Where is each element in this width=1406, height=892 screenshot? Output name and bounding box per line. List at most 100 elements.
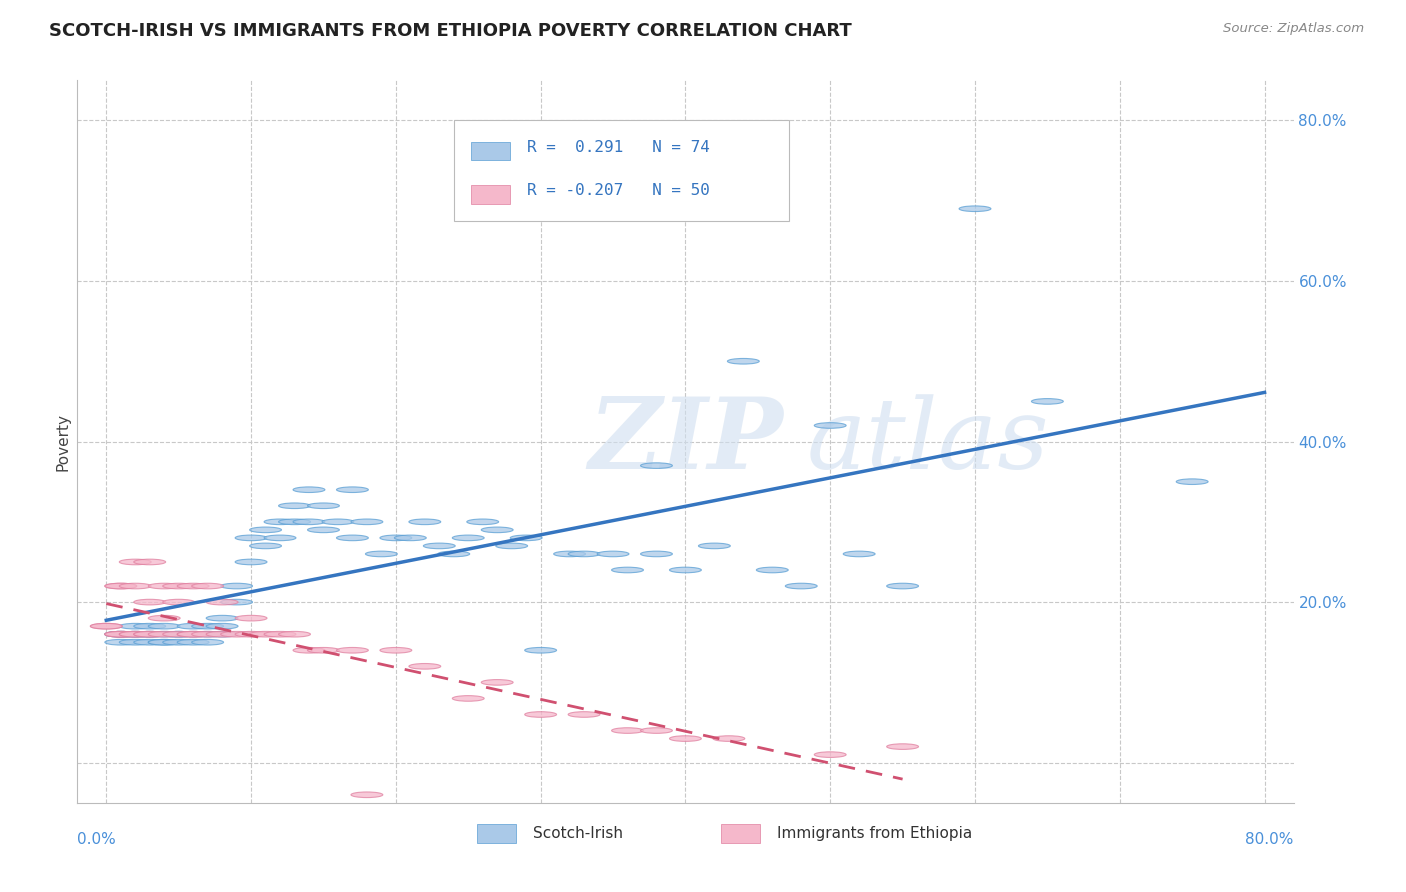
- Text: R = -0.207   N = 50: R = -0.207 N = 50: [527, 184, 710, 198]
- Ellipse shape: [278, 503, 311, 508]
- Ellipse shape: [191, 632, 224, 637]
- Ellipse shape: [134, 632, 166, 637]
- Ellipse shape: [177, 583, 209, 589]
- Y-axis label: Poverty: Poverty: [55, 412, 70, 471]
- Ellipse shape: [207, 599, 238, 605]
- Ellipse shape: [1032, 399, 1063, 404]
- Ellipse shape: [292, 519, 325, 524]
- Ellipse shape: [380, 535, 412, 541]
- Ellipse shape: [148, 640, 180, 645]
- Ellipse shape: [612, 728, 644, 733]
- Ellipse shape: [134, 632, 166, 637]
- Ellipse shape: [148, 640, 180, 645]
- Ellipse shape: [264, 632, 295, 637]
- Ellipse shape: [756, 567, 789, 573]
- Ellipse shape: [191, 583, 224, 589]
- FancyBboxPatch shape: [471, 142, 510, 161]
- Ellipse shape: [453, 696, 484, 701]
- Ellipse shape: [105, 632, 136, 637]
- Ellipse shape: [177, 632, 209, 637]
- Ellipse shape: [191, 640, 224, 645]
- Ellipse shape: [395, 535, 426, 541]
- Ellipse shape: [409, 519, 440, 524]
- Ellipse shape: [887, 744, 918, 749]
- Ellipse shape: [844, 551, 875, 557]
- Ellipse shape: [814, 752, 846, 757]
- Ellipse shape: [352, 792, 382, 797]
- Ellipse shape: [496, 543, 527, 549]
- Ellipse shape: [669, 567, 702, 573]
- Text: atlas: atlas: [807, 394, 1050, 489]
- Ellipse shape: [264, 535, 295, 541]
- Ellipse shape: [423, 543, 456, 549]
- Ellipse shape: [568, 551, 600, 557]
- Ellipse shape: [481, 527, 513, 533]
- Ellipse shape: [250, 632, 281, 637]
- Text: Source: ZipAtlas.com: Source: ZipAtlas.com: [1223, 22, 1364, 36]
- Ellipse shape: [713, 736, 745, 741]
- Ellipse shape: [887, 583, 918, 589]
- Ellipse shape: [148, 583, 180, 589]
- Ellipse shape: [366, 551, 398, 557]
- Ellipse shape: [453, 535, 484, 541]
- Ellipse shape: [105, 632, 136, 637]
- Ellipse shape: [148, 632, 180, 637]
- Ellipse shape: [524, 712, 557, 717]
- Text: 0.0%: 0.0%: [77, 831, 117, 847]
- Ellipse shape: [120, 632, 152, 637]
- Ellipse shape: [641, 728, 672, 733]
- Ellipse shape: [177, 640, 209, 645]
- Ellipse shape: [481, 680, 513, 685]
- Ellipse shape: [235, 615, 267, 621]
- Ellipse shape: [105, 632, 136, 637]
- Ellipse shape: [598, 551, 628, 557]
- Ellipse shape: [221, 583, 253, 589]
- Ellipse shape: [510, 535, 543, 541]
- Ellipse shape: [105, 632, 136, 637]
- Ellipse shape: [641, 551, 672, 557]
- Ellipse shape: [409, 664, 440, 669]
- Ellipse shape: [1177, 479, 1208, 484]
- Ellipse shape: [308, 503, 339, 508]
- Ellipse shape: [120, 559, 152, 565]
- Text: ZIP: ZIP: [588, 393, 783, 490]
- Ellipse shape: [524, 648, 557, 653]
- Ellipse shape: [163, 640, 194, 645]
- Ellipse shape: [134, 559, 166, 565]
- Ellipse shape: [235, 535, 267, 541]
- Ellipse shape: [467, 519, 499, 524]
- Ellipse shape: [336, 648, 368, 653]
- Ellipse shape: [120, 632, 152, 637]
- Ellipse shape: [90, 624, 122, 629]
- Ellipse shape: [148, 632, 180, 637]
- Text: Scotch-Irish: Scotch-Irish: [533, 826, 623, 841]
- Ellipse shape: [105, 583, 136, 589]
- Ellipse shape: [105, 640, 136, 645]
- Ellipse shape: [148, 615, 180, 621]
- Ellipse shape: [120, 583, 152, 589]
- Ellipse shape: [90, 624, 122, 629]
- Ellipse shape: [134, 599, 166, 605]
- Ellipse shape: [308, 527, 339, 533]
- Ellipse shape: [336, 535, 368, 541]
- Ellipse shape: [699, 543, 730, 549]
- Ellipse shape: [264, 519, 295, 524]
- Ellipse shape: [134, 632, 166, 637]
- Ellipse shape: [163, 583, 194, 589]
- Ellipse shape: [191, 624, 224, 629]
- Ellipse shape: [352, 519, 382, 524]
- Ellipse shape: [250, 527, 281, 533]
- Ellipse shape: [235, 559, 267, 565]
- Ellipse shape: [177, 632, 209, 637]
- Text: SCOTCH-IRISH VS IMMIGRANTS FROM ETHIOPIA POVERTY CORRELATION CHART: SCOTCH-IRISH VS IMMIGRANTS FROM ETHIOPIA…: [49, 22, 852, 40]
- Ellipse shape: [554, 551, 585, 557]
- Ellipse shape: [727, 359, 759, 364]
- Ellipse shape: [163, 632, 194, 637]
- Ellipse shape: [568, 712, 600, 717]
- Ellipse shape: [105, 583, 136, 589]
- Ellipse shape: [120, 624, 152, 629]
- Text: 80.0%: 80.0%: [1246, 831, 1294, 847]
- Ellipse shape: [669, 736, 702, 741]
- Ellipse shape: [292, 487, 325, 492]
- Ellipse shape: [235, 632, 267, 637]
